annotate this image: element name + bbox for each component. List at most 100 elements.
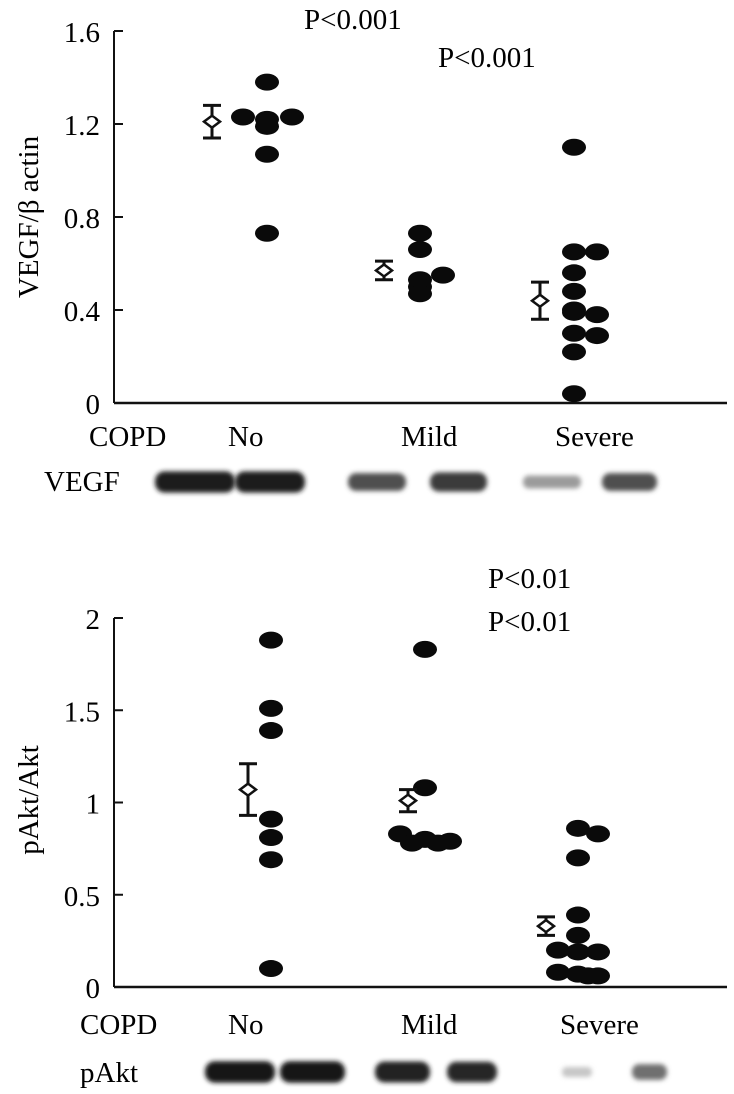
data-point (562, 385, 586, 403)
y-tick-label: 0 (86, 973, 101, 1005)
data-point (546, 963, 570, 981)
category-label: Mild (401, 1009, 458, 1041)
blot-band (235, 471, 305, 493)
data-point (259, 699, 283, 717)
data-point (255, 73, 279, 91)
data-point (586, 825, 610, 843)
y-axis-title: VEGF/β actin (13, 135, 45, 298)
p-value-annotation: P<0.001 (304, 4, 402, 36)
category-label: No (228, 421, 263, 453)
blot-band (375, 1061, 430, 1083)
y-tick-label: 1 (86, 789, 101, 821)
data-point (259, 829, 283, 847)
western-blot (155, 471, 657, 493)
series-no (237, 631, 283, 978)
x-axis-title: COPD (89, 421, 166, 453)
blot-band (430, 472, 487, 492)
mean-marker (237, 782, 259, 798)
data-point (585, 243, 609, 261)
panel-pakt: 0 0.5 1 1.5 2 pAkt/Akt P<0.01 P<0.01 COPD No… (13, 563, 727, 1089)
data-point (408, 285, 432, 303)
data-point (562, 243, 586, 261)
y-tick-label: 1.6 (64, 17, 100, 49)
data-point (431, 266, 455, 284)
blot-label: VEGF (44, 466, 120, 498)
mean-marker (535, 918, 557, 934)
data-point (255, 117, 279, 135)
data-point (259, 810, 283, 828)
data-point (259, 631, 283, 649)
data-point (566, 906, 590, 924)
mean-marker (529, 293, 551, 309)
data-point (259, 851, 283, 869)
data-point (566, 819, 590, 837)
data-point (566, 849, 590, 867)
blot-band (348, 473, 406, 491)
category-label: Severe (560, 1009, 639, 1041)
category-label: Severe (555, 421, 634, 453)
blot-band (205, 1061, 275, 1083)
series-severe (535, 819, 610, 985)
blot-band (602, 473, 657, 491)
data-point (585, 327, 609, 345)
y-axis: 0 0.5 1 1.5 2 (64, 604, 727, 1005)
data-point (231, 108, 255, 126)
y-tick-label: 0 (86, 389, 101, 421)
series-mild (388, 640, 462, 852)
p-value-annotation: P<0.01 (488, 563, 571, 595)
western-blot (205, 1061, 667, 1083)
series-severe (529, 138, 609, 403)
data-point (562, 264, 586, 282)
data-point (259, 960, 283, 978)
data-point (562, 282, 586, 300)
data-point (562, 343, 586, 361)
x-axis-title: COPD (80, 1009, 157, 1041)
blot-band (155, 471, 235, 493)
blot-label: pAkt (80, 1057, 138, 1089)
blot-band (562, 1066, 592, 1078)
data-point (562, 138, 586, 156)
blot-band (523, 475, 581, 489)
y-tick-label: 0.8 (64, 203, 100, 235)
data-point (566, 943, 590, 961)
panel-vegf: 0 0.4 0.8 1.2 1.6 VEGF/β actin P<0.001 P<0.0… (13, 4, 727, 498)
data-point (576, 967, 600, 985)
data-marks (201, 73, 609, 403)
data-point (562, 303, 586, 321)
data-marks (237, 631, 610, 985)
y-axis: 0 0.4 0.8 1.2 1.6 (64, 17, 727, 421)
data-point (280, 108, 304, 126)
data-point (400, 834, 424, 852)
y-tick-label: 1.5 (64, 696, 100, 728)
category-label: No (228, 1009, 263, 1041)
data-point (413, 640, 437, 658)
blot-band (632, 1064, 667, 1080)
blot-band (447, 1061, 497, 1083)
data-point (408, 224, 432, 242)
data-point (413, 779, 437, 797)
p-value-annotation: P<0.001 (438, 42, 536, 74)
data-point (546, 941, 570, 959)
y-axis-title: pAkt/Akt (13, 745, 45, 855)
y-tick-label: 0.4 (64, 296, 101, 328)
series-mild (373, 224, 455, 303)
data-point (586, 943, 610, 961)
data-point (566, 926, 590, 944)
data-point (408, 241, 432, 259)
y-tick-label: 2 (86, 604, 101, 636)
blot-band (280, 1061, 345, 1083)
data-point (259, 722, 283, 740)
p-value-annotation: P<0.01 (488, 606, 571, 638)
data-point (585, 306, 609, 324)
mean-marker (201, 114, 223, 130)
y-tick-label: 0.5 (64, 881, 100, 913)
mean-marker (397, 793, 419, 809)
data-point (562, 324, 586, 342)
data-point (255, 224, 279, 242)
series-no (201, 73, 304, 242)
data-point (255, 145, 279, 163)
data-point (426, 834, 450, 852)
y-tick-label: 1.2 (64, 110, 100, 142)
mean-marker (373, 262, 395, 279)
